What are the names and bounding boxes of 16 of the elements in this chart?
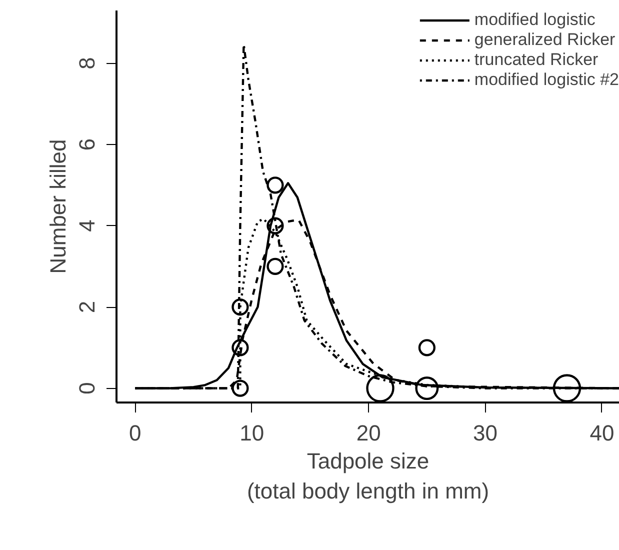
x-axis-title: Tadpole size (total body length in mm) (246, 448, 490, 504)
y-tick-label: 2 (74, 300, 100, 314)
y-tick-label: 8 (74, 57, 100, 70)
x-tick-label: 20 (356, 420, 381, 446)
y-tick-label: 6 (74, 138, 100, 151)
legend-label: truncated Ricker (474, 50, 598, 70)
x-tick-label: 0 (129, 420, 142, 446)
y-axis-title: Number killed (46, 139, 70, 274)
y-tick-label: 4 (74, 220, 100, 232)
x-tick-label: 40 (590, 420, 614, 446)
legend-label: modified logistic #2 (474, 70, 619, 90)
legend-label: modified logistic (474, 10, 596, 30)
x-tick-label: 10 (240, 420, 264, 446)
legend-label: generalized Ricker (474, 30, 616, 50)
x-tick-label: 30 (473, 420, 498, 446)
y-tick-label: 0 (74, 382, 100, 394)
